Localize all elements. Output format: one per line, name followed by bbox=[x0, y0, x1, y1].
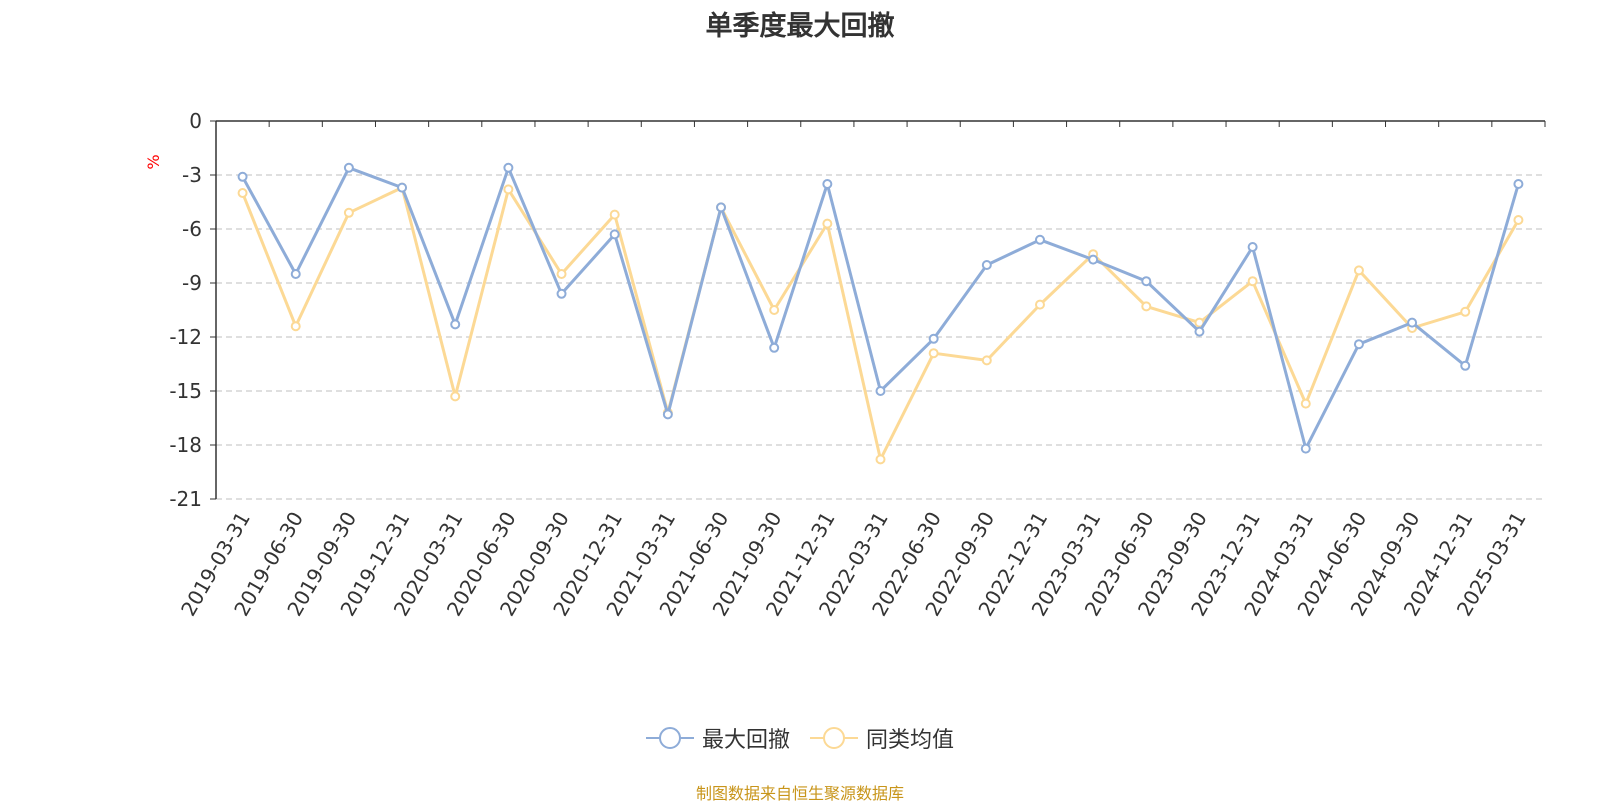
data-point bbox=[1247, 276, 1258, 287]
data-point bbox=[609, 229, 620, 240]
y-tick-label: -9 bbox=[182, 271, 202, 295]
data-point bbox=[237, 171, 248, 182]
data-point bbox=[343, 207, 354, 218]
source-note: 制图数据来自恒生聚源数据库 bbox=[695, 784, 904, 803]
data-point bbox=[822, 218, 833, 229]
legend: 最大回撤 同类均值 bbox=[0, 722, 1600, 754]
data-point bbox=[1460, 360, 1471, 371]
legend-label-peer-average: 同类均值 bbox=[866, 728, 955, 753]
data-point bbox=[875, 386, 886, 396]
data-point bbox=[556, 288, 567, 299]
data-point bbox=[556, 269, 567, 279]
y-tick-label: -15 bbox=[169, 379, 202, 403]
legend-marker-peer-average bbox=[810, 727, 858, 749]
data-point bbox=[609, 209, 620, 220]
y-tick-label: -21 bbox=[169, 487, 202, 511]
data-point bbox=[1513, 179, 1524, 189]
data-point bbox=[1460, 306, 1471, 317]
legend-item-peer-average[interactable]: 同类均值 bbox=[810, 722, 954, 754]
data-point bbox=[981, 355, 992, 366]
data-point bbox=[1407, 317, 1418, 328]
data-point bbox=[716, 202, 727, 213]
data-point bbox=[1353, 265, 1364, 276]
series-lines bbox=[237, 162, 1524, 465]
y-tick-label: -12 bbox=[169, 325, 202, 349]
data-point bbox=[1034, 234, 1045, 245]
data-point bbox=[662, 409, 673, 420]
data-point bbox=[1194, 326, 1205, 337]
data-point bbox=[397, 182, 408, 193]
data-point bbox=[928, 348, 939, 359]
data-point bbox=[875, 454, 886, 465]
data-point bbox=[1300, 398, 1311, 409]
axes bbox=[210, 120, 1546, 500]
data-point bbox=[343, 162, 354, 173]
data-point bbox=[503, 162, 514, 173]
series-line-1 bbox=[241, 186, 1520, 461]
data-point bbox=[928, 333, 939, 344]
data-point bbox=[290, 269, 301, 279]
data-point bbox=[769, 305, 780, 315]
data-point bbox=[290, 321, 301, 332]
data-point bbox=[822, 179, 833, 189]
data-point bbox=[1088, 254, 1099, 265]
y-axis-unit-label: % bbox=[144, 154, 163, 169]
data-point bbox=[450, 319, 461, 330]
data-point bbox=[237, 188, 248, 198]
y-tick-label: -6 bbox=[182, 217, 202, 241]
data-point bbox=[450, 391, 461, 402]
legend-item-max-drawdown[interactable]: 最大回撤 bbox=[645, 722, 790, 754]
data-point bbox=[981, 260, 992, 270]
data-point bbox=[1034, 299, 1045, 310]
legend-label-max-drawdown: 最大回撤 bbox=[701, 728, 790, 753]
data-point bbox=[1300, 443, 1311, 454]
y-tick-label: -18 bbox=[169, 433, 202, 457]
data-point bbox=[1141, 301, 1152, 312]
data-point bbox=[769, 342, 780, 353]
y-tick-label: 0 bbox=[189, 109, 202, 133]
chart-title: 单季度最大回撤 bbox=[705, 11, 895, 42]
data-point bbox=[1513, 215, 1524, 225]
data-point bbox=[1247, 242, 1258, 252]
legend-marker-max-drawdown bbox=[645, 727, 694, 749]
y-tick-label: -3 bbox=[182, 163, 202, 187]
data-point bbox=[1353, 339, 1364, 350]
data-point bbox=[1141, 276, 1152, 287]
data-point bbox=[503, 184, 514, 195]
